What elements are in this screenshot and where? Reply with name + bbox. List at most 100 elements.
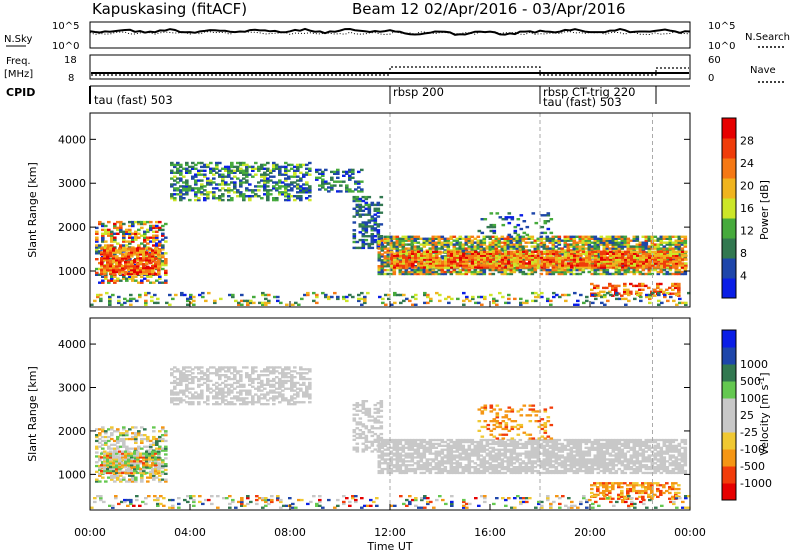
heatmap-cell [531,236,535,238]
heatmap-cell [490,212,494,214]
noise-right-tick-top: 10^5 [708,21,735,32]
heatmap-cell [495,300,499,302]
cpid-panel: CPID tau (fast) 503 rbsp 200 rbsp CT-tri… [6,85,690,109]
heatmap-cell [218,162,222,164]
heatmap-cell [353,233,357,235]
y-tick-label: 2000 [58,221,86,234]
heatmap-cell [336,296,340,298]
heatmap-cell [585,300,589,302]
heatmap-cell [462,304,466,306]
heatmap-cell [164,453,168,455]
heatmap-cell [209,162,213,164]
heatmap-cell [188,199,192,201]
heatmap-cell [164,469,168,471]
heatmap-cell [240,294,244,296]
heatmap-cell [157,470,161,472]
heatmap-cell [157,453,161,455]
cpid-mode-1: tau (fast) 503 [94,93,173,107]
heatmap-cell [156,298,160,300]
heatmap-cell [517,234,521,236]
heatmap-cell [93,300,97,302]
heatmap-cell [602,291,606,293]
heatmap-cell [146,480,150,482]
heatmap-cell [164,463,168,465]
heatmap-cell [519,298,523,300]
heatmap-cell [152,479,156,481]
heatmap-cell [272,403,276,405]
y-tick-label: 3000 [58,177,86,190]
heatmap-cell [158,276,162,278]
heatmap-cell [520,228,524,230]
heatmap-cell [263,388,267,390]
heatmap-cell [660,302,664,304]
heatmap-cell [168,294,172,296]
heatmap-cell [164,450,168,452]
heatmap-cell [629,291,633,293]
heatmap-cell [547,228,551,230]
heatmap-cell [233,376,237,378]
heatmap-cell [109,451,113,453]
heatmap-cell [659,283,663,285]
heatmap-cell [495,304,499,306]
heatmap-cell [380,196,384,198]
power-y-axis-label: Slant Range [km] [26,162,39,258]
heatmap-cell [345,184,349,186]
heatmap-cell [176,368,180,370]
heatmap-cell [360,292,364,294]
heatmap-cell [218,376,222,378]
heatmap-cell [164,446,168,448]
heatmap-cell [623,283,627,285]
heatmap-cell [534,300,538,302]
heatmap-cell [513,298,517,300]
heatmap-cell [267,300,271,302]
heatmap-cell [164,258,168,260]
heatmap-cell [245,179,249,181]
heatmap-cell [492,273,496,275]
heatmap-cell [179,164,183,166]
heatmap-cell [579,294,583,296]
cpid-mode-2: rbsp 200 [393,85,444,99]
plot-title-beam-date: Beam 12 02/Apr/2016 - 03/Apr/2016 [352,0,626,18]
heatmap-cell [353,221,357,223]
heatmap-cell [651,292,655,294]
heatmap-cell [549,304,553,306]
heatmap-cell [134,479,138,481]
heatmap-cell [517,224,521,226]
heatmap-cell [547,212,551,214]
heatmap-cell [456,298,460,300]
heatmap-cell [617,285,621,287]
y-tick-label: 4000 [58,133,86,146]
heatmap-cell [110,432,114,434]
heatmap-cell [275,197,279,199]
heatmap-cell [164,237,168,239]
heatmap-cell [308,174,312,176]
heatmap-cell [627,294,631,296]
heatmap-cell [480,304,484,306]
heatmap-cell [267,294,271,296]
heatmap-cell [191,401,195,403]
heatmap-cell [161,244,165,246]
heatmap-cell [129,294,133,296]
heatmap-cell [377,208,381,210]
freq-label-line2: [MHz] [4,69,33,80]
heatmap-cell [450,298,454,300]
heatmap-cell [666,292,670,294]
heatmap-cell [266,393,270,395]
heatmap-cell [351,169,355,171]
heatmap-cell [252,302,256,304]
heatmap-cell [161,233,165,235]
heatmap-cell [206,376,210,378]
heatmap-cell [269,193,273,195]
heatmap-cell [308,168,312,170]
heatmap-cell [672,300,676,302]
heatmap-cell [462,292,466,294]
heatmap-cell [493,224,497,226]
heatmap-cell [254,366,258,368]
heatmap-cell [483,296,487,298]
heatmap-cell [272,399,276,401]
heatmap-cell [104,240,108,242]
heatmap-cell [117,296,121,298]
heatmap-cell [115,453,119,455]
